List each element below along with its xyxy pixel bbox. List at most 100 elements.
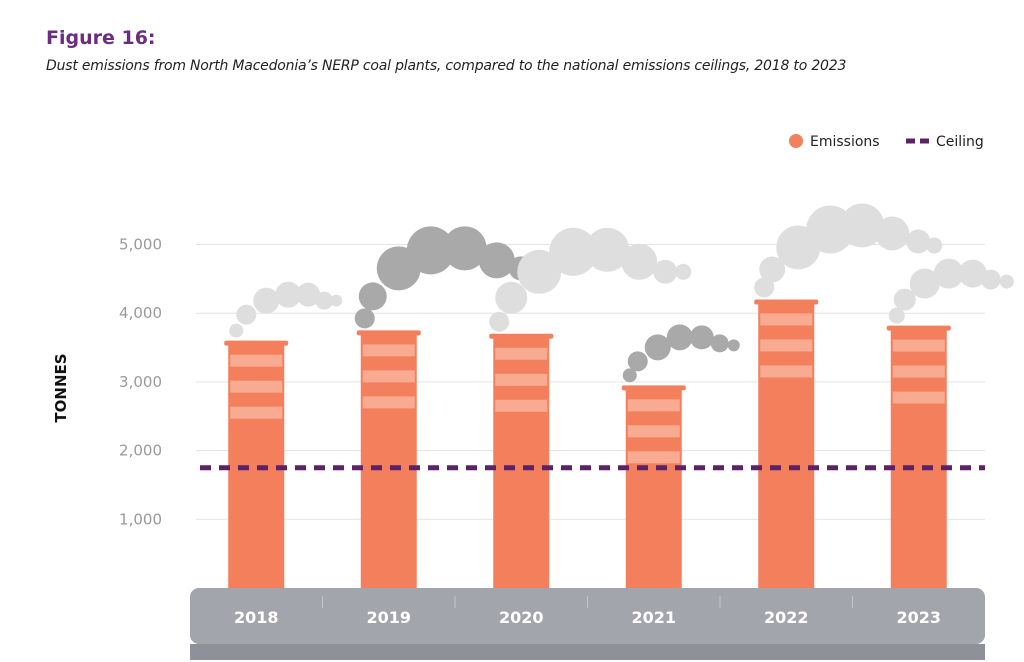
smoke-puff	[358, 282, 387, 311]
smoke-puff	[585, 227, 630, 272]
bar-stripe	[892, 339, 945, 352]
smoke-puff	[653, 259, 678, 284]
x-tick-label: 2023	[896, 608, 941, 627]
smoke-puff	[621, 243, 658, 280]
smoke-puff	[933, 258, 964, 289]
bar-cap	[489, 333, 554, 339]
legend: Emissions Ceiling	[789, 134, 984, 150]
smoke-puff	[759, 256, 786, 283]
bar-cap	[621, 385, 686, 391]
bar-2021	[621, 385, 686, 588]
bar-cap	[754, 299, 819, 305]
smoke-2022	[754, 203, 943, 298]
bar-stripe	[892, 391, 945, 404]
smoke-puff	[958, 259, 987, 288]
smoke-puff	[906, 229, 931, 254]
smoke-puff	[675, 263, 692, 280]
legend-ceiling-label: Ceiling	[936, 134, 984, 150]
y-tick-label: 3,000	[119, 373, 162, 391]
smoke-puff	[926, 237, 943, 254]
smoke-puff	[442, 226, 487, 271]
bar-layer	[224, 299, 951, 588]
bar-stripe	[230, 380, 283, 393]
bar-cap	[224, 340, 289, 346]
smoke-puff	[275, 281, 302, 308]
y-tick-label: 1,000	[119, 510, 162, 528]
smoke-puff	[236, 304, 257, 325]
smoke-puff	[627, 351, 648, 372]
bar-stripe	[362, 396, 415, 409]
bar-2019	[356, 330, 421, 588]
smoke-puff	[754, 277, 775, 298]
bar-cap	[356, 330, 421, 336]
bar-body	[625, 389, 682, 588]
bar-cap	[886, 325, 951, 331]
smoke-puff	[893, 288, 916, 311]
legend-emissions-marker	[789, 134, 803, 148]
bar-stripe	[760, 365, 813, 378]
smoke-puff	[888, 307, 905, 324]
smoke-puff	[229, 323, 244, 338]
axis-base-panel	[190, 588, 985, 644]
smoke-puff	[296, 282, 321, 307]
figure-subtitle: Dust emissions from North Macedonia’s NE…	[46, 58, 847, 74]
smoke-puff	[253, 287, 280, 314]
bar-2020	[489, 333, 554, 588]
smoke-2020	[489, 227, 692, 332]
bar-stripe	[495, 399, 548, 412]
figure-label: Figure 16:	[46, 27, 156, 49]
bar-stripe	[362, 344, 415, 357]
legend-emissions-label: Emissions	[810, 134, 880, 150]
bar-stripe	[760, 313, 813, 326]
y-axis-label: TONNES	[52, 353, 70, 422]
smoke-puff	[840, 203, 885, 248]
bar-2023	[886, 325, 951, 588]
bar-stripe	[627, 399, 680, 412]
smoke-puff	[689, 325, 714, 350]
smoke-puff	[549, 227, 598, 276]
y-tick-label: 4,000	[119, 304, 162, 322]
bar-stripe	[230, 354, 283, 367]
axis-base-strip	[190, 644, 985, 660]
bar-stripe	[760, 339, 813, 352]
bar-stripe	[495, 347, 548, 360]
smoke-puff	[495, 281, 528, 314]
smoke-puff	[315, 291, 334, 310]
x-axis-labels: 2018 2019 2020 2021 2022 2023	[234, 608, 941, 627]
y-tick-label: 5,000	[119, 236, 162, 254]
smoke-2021	[622, 324, 740, 383]
bar-stripe	[627, 451, 680, 464]
bar-stripe	[362, 370, 415, 383]
x-tick-label: 2021	[631, 608, 676, 627]
smoke-puff	[666, 324, 693, 351]
smoke-puff	[517, 249, 562, 294]
smoke-puff	[710, 334, 729, 353]
smoke-puff	[478, 242, 515, 279]
smoke-puff	[644, 334, 671, 361]
smoke-puff	[999, 274, 1014, 289]
smoke-2023	[888, 258, 1014, 324]
axis-base	[190, 588, 985, 660]
x-tick-label: 2020	[499, 608, 544, 627]
bar-stripe	[495, 373, 548, 386]
smoke-puff	[489, 311, 510, 332]
smoke-2018	[229, 281, 343, 338]
smoke-puff	[875, 216, 910, 251]
x-tick-label: 2018	[234, 608, 279, 627]
bar-2018	[224, 340, 289, 588]
y-tick-label: 2,000	[119, 442, 162, 460]
smoke-puff	[354, 308, 375, 329]
bar-stripe	[627, 425, 680, 438]
smoke-puff	[622, 368, 637, 383]
x-tick-label: 2019	[366, 608, 411, 627]
smoke-puff	[330, 294, 343, 307]
x-tick-label: 2022	[764, 608, 809, 627]
bar-stripe	[230, 406, 283, 419]
y-axis-ticks: 1,000 2,000 3,000 4,000 5,000	[119, 236, 162, 529]
smoke-puff	[727, 339, 740, 352]
smoke-layer	[229, 203, 1014, 383]
smoke-puff	[909, 268, 940, 299]
smoke-puff	[980, 269, 1001, 290]
bar-stripe	[892, 365, 945, 378]
